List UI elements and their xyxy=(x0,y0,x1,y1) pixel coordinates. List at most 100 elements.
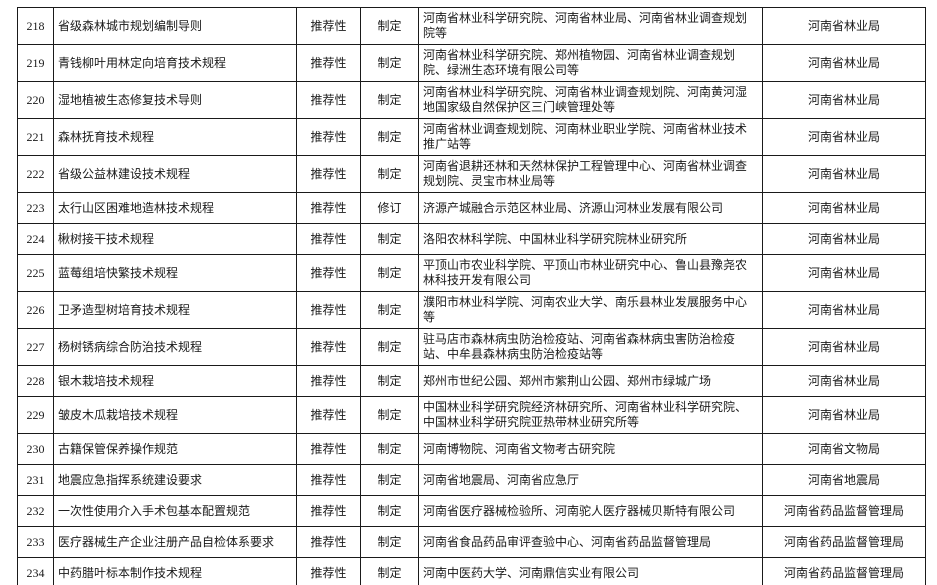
drafting-orgs-cell: 河南省林业科学研究院、河南省林业调查规划院、河南黄河湿地国家级自然保护区三门峡管… xyxy=(418,81,763,119)
standard-title-cell: 一次性使用介入手术包基本配置规范 xyxy=(53,495,297,527)
table-row: 225 蓝莓组培快繁技术规程 推荐性 制定 平顶山市农业科学院、平顶山市林业研究… xyxy=(17,254,926,292)
table-row: 231 地震应急指挥系统建设要求 推荐性 制定 河南省地震局、河南省应急厅 河南… xyxy=(17,464,926,496)
drafting-orgs-cell: 洛阳农林科学院、中国林业科学研究院林业研究所 xyxy=(418,223,763,255)
drafting-orgs-cell: 河南博物院、河南省文物考古研究院 xyxy=(418,433,763,465)
standard-type-cell: 制定 xyxy=(360,365,419,397)
standard-type-cell: 制定 xyxy=(360,254,419,292)
standard-type-cell: 制定 xyxy=(360,291,419,329)
standard-title-cell: 医疗器械生产企业注册产品自检体系要求 xyxy=(53,526,297,558)
standard-title-cell: 青钱柳叶用林定向培育技术规程 xyxy=(53,44,297,82)
standard-title-cell: 湿地植被生态修复技术导则 xyxy=(53,81,297,119)
standard-type-cell: 制定 xyxy=(360,223,419,255)
supervising-dept-cell: 河南省林业局 xyxy=(762,81,926,119)
supervising-dept-cell: 河南省林业局 xyxy=(762,396,926,434)
standard-type-cell: 制定 xyxy=(360,495,419,527)
supervising-dept-cell: 河南省林业局 xyxy=(762,291,926,329)
supervising-dept-cell: 河南省林业局 xyxy=(762,223,926,255)
supervising-dept-cell: 河南省林业局 xyxy=(762,155,926,193)
standard-nature-cell: 推荐性 xyxy=(296,81,361,119)
table-row: 224 楸树接干技术规程 推荐性 制定 洛阳农林科学院、中国林业科学研究院林业研… xyxy=(17,223,926,255)
drafting-orgs-cell: 驻马店市森林病虫防治检疫站、河南省森林病虫害防治检疫站、中牟县森林病虫防治检疫站… xyxy=(418,328,763,366)
table-row: 229 皱皮木瓜栽培技术规程 推荐性 制定 中国林业科学研究院经济林研究所、河南… xyxy=(17,396,926,434)
supervising-dept-cell: 河南省地震局 xyxy=(762,464,926,496)
table-row: 219 青钱柳叶用林定向培育技术规程 推荐性 制定 河南省林业科学研究院、郑州植… xyxy=(17,44,926,82)
table-row: 230 古籍保管保养操作规范 推荐性 制定 河南博物院、河南省文物考古研究院 河… xyxy=(17,433,926,465)
standard-title-cell: 省级森林城市规划编制导则 xyxy=(53,7,297,45)
table-row: 234 中药腊叶标本制作技术规程 推荐性 制定 河南中医药大学、河南鼎信实业有限… xyxy=(17,557,926,585)
drafting-orgs-cell: 河南省退耕还林和天然林保护工程管理中心、河南省林业调查规划院、灵宝市林业局等 xyxy=(418,155,763,193)
row-number-cell: 227 xyxy=(17,328,54,366)
row-number-cell: 221 xyxy=(17,118,54,156)
standards-table: 218 省级森林城市规划编制导则 推荐性 制定 河南省林业科学研究院、河南省林业… xyxy=(17,7,926,585)
drafting-orgs-cell: 河南省医疗器械检验所、河南驼人医疗器械贝斯特有限公司 xyxy=(418,495,763,527)
supervising-dept-cell: 河南省药品监督管理局 xyxy=(762,495,926,527)
standard-type-cell: 修订 xyxy=(360,192,419,224)
standard-nature-cell: 推荐性 xyxy=(296,365,361,397)
drafting-orgs-cell: 濮阳市林业科学院、河南农业大学、南乐县林业发展服务中心等 xyxy=(418,291,763,329)
standard-nature-cell: 推荐性 xyxy=(296,396,361,434)
standard-type-cell: 制定 xyxy=(360,464,419,496)
standard-nature-cell: 推荐性 xyxy=(296,223,361,255)
standard-title-cell: 中药腊叶标本制作技术规程 xyxy=(53,557,297,585)
table-row: 223 太行山区困难地造林技术规程 推荐性 修订 济源产城融合示范区林业局、济源… xyxy=(17,192,926,224)
standard-nature-cell: 推荐性 xyxy=(296,118,361,156)
standard-nature-cell: 推荐性 xyxy=(296,557,361,585)
standard-nature-cell: 推荐性 xyxy=(296,464,361,496)
standard-title-cell: 银木栽培技术规程 xyxy=(53,365,297,397)
row-number-cell: 223 xyxy=(17,192,54,224)
drafting-orgs-cell: 河南中医药大学、河南鼎信实业有限公司 xyxy=(418,557,763,585)
table-row: 228 银木栽培技术规程 推荐性 制定 郑州市世纪公园、郑州市紫荆山公园、郑州市… xyxy=(17,365,926,397)
drafting-orgs-cell: 郑州市世纪公园、郑州市紫荆山公园、郑州市绿城广场 xyxy=(418,365,763,397)
drafting-orgs-cell: 济源产城融合示范区林业局、济源山河林业发展有限公司 xyxy=(418,192,763,224)
supervising-dept-cell: 河南省林业局 xyxy=(762,365,926,397)
table-row: 227 杨树锈病综合防治技术规程 推荐性 制定 驻马店市森林病虫防治检疫站、河南… xyxy=(17,328,926,366)
standard-title-cell: 楸树接干技术规程 xyxy=(53,223,297,255)
table-row: 226 卫矛造型树培育技术规程 推荐性 制定 濮阳市林业科学院、河南农业大学、南… xyxy=(17,291,926,329)
standard-type-cell: 制定 xyxy=(360,81,419,119)
standard-nature-cell: 推荐性 xyxy=(296,254,361,292)
standard-nature-cell: 推荐性 xyxy=(296,155,361,193)
drafting-orgs-cell: 河南省林业科学研究院、郑州植物园、河南省林业调查规划院、绿洲生态环境有限公司等 xyxy=(418,44,763,82)
standard-type-cell: 制定 xyxy=(360,7,419,45)
standard-title-cell: 省级公益林建设技术规程 xyxy=(53,155,297,193)
standard-title-cell: 杨树锈病综合防治技术规程 xyxy=(53,328,297,366)
row-number-cell: 232 xyxy=(17,495,54,527)
supervising-dept-cell: 河南省林业局 xyxy=(762,254,926,292)
drafting-orgs-cell: 河南省林业调查规划院、河南林业职业学院、河南省林业技术推广站等 xyxy=(418,118,763,156)
row-number-cell: 226 xyxy=(17,291,54,329)
table-row: 220 湿地植被生态修复技术导则 推荐性 制定 河南省林业科学研究院、河南省林业… xyxy=(17,81,926,119)
standard-type-cell: 制定 xyxy=(360,328,419,366)
supervising-dept-cell: 河南省林业局 xyxy=(762,328,926,366)
standard-type-cell: 制定 xyxy=(360,526,419,558)
row-number-cell: 225 xyxy=(17,254,54,292)
row-number-cell: 220 xyxy=(17,81,54,119)
table-row: 232 一次性使用介入手术包基本配置规范 推荐性 制定 河南省医疗器械检验所、河… xyxy=(17,495,926,527)
row-number-cell: 219 xyxy=(17,44,54,82)
row-number-cell: 229 xyxy=(17,396,54,434)
standard-title-cell: 太行山区困难地造林技术规程 xyxy=(53,192,297,224)
table-row: 221 森林抚育技术规程 推荐性 制定 河南省林业调查规划院、河南林业职业学院、… xyxy=(17,118,926,156)
standard-title-cell: 皱皮木瓜栽培技术规程 xyxy=(53,396,297,434)
standard-type-cell: 制定 xyxy=(360,557,419,585)
standard-nature-cell: 推荐性 xyxy=(296,192,361,224)
standard-type-cell: 制定 xyxy=(360,433,419,465)
row-number-cell: 230 xyxy=(17,433,54,465)
supervising-dept-cell: 河南省文物局 xyxy=(762,433,926,465)
table-row: 233 医疗器械生产企业注册产品自检体系要求 推荐性 制定 河南省食品药品审评查… xyxy=(17,526,926,558)
row-number-cell: 218 xyxy=(17,7,54,45)
standard-title-cell: 蓝莓组培快繁技术规程 xyxy=(53,254,297,292)
supervising-dept-cell: 河南省林业局 xyxy=(762,192,926,224)
standard-nature-cell: 推荐性 xyxy=(296,526,361,558)
supervising-dept-cell: 河南省药品监督管理局 xyxy=(762,557,926,585)
drafting-orgs-cell: 平顶山市农业科学院、平顶山市林业研究中心、鲁山县豫尧农林科技开发有限公司 xyxy=(418,254,763,292)
standard-type-cell: 制定 xyxy=(360,44,419,82)
table-row: 222 省级公益林建设技术规程 推荐性 制定 河南省退耕还林和天然林保护工程管理… xyxy=(17,155,926,193)
supervising-dept-cell: 河南省林业局 xyxy=(762,118,926,156)
standard-title-cell: 地震应急指挥系统建设要求 xyxy=(53,464,297,496)
row-number-cell: 233 xyxy=(17,526,54,558)
supervising-dept-cell: 河南省林业局 xyxy=(762,44,926,82)
table-body: 218 省级森林城市规划编制导则 推荐性 制定 河南省林业科学研究院、河南省林业… xyxy=(17,7,926,585)
supervising-dept-cell: 河南省林业局 xyxy=(762,7,926,45)
standard-nature-cell: 推荐性 xyxy=(296,44,361,82)
